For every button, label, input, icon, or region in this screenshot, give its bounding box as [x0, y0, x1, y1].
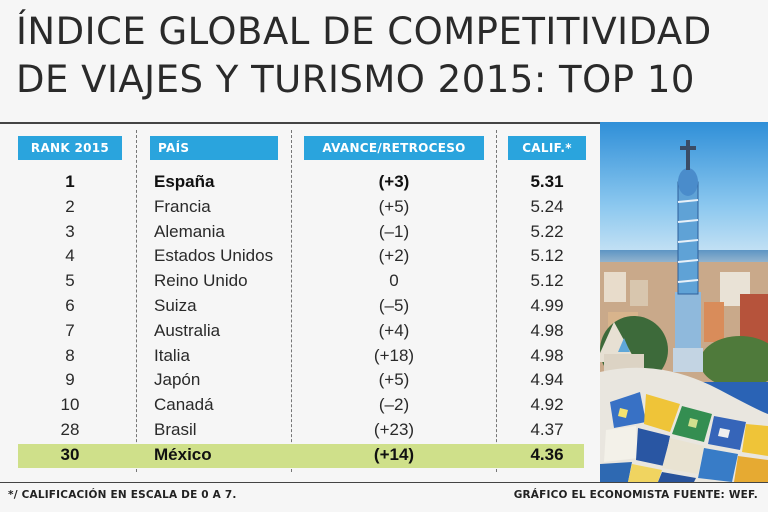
rank-cell: 6 — [65, 295, 75, 315]
score-cell: 4.94 — [530, 370, 564, 390]
table-row: 1 España (+3) 5.31 — [0, 170, 600, 195]
table-row: 10 Canadá (–2) 4.92 — [0, 393, 600, 418]
rank-cell: 4 — [65, 246, 75, 266]
country-cell: Brasil — [154, 419, 197, 439]
change-cell: (–2) — [378, 395, 410, 415]
change-cell: (+23) — [373, 419, 415, 439]
score-cell: 5.24 — [530, 196, 564, 216]
country-cell: Reino Unido — [154, 271, 248, 291]
change-cell: (+14) — [373, 444, 415, 464]
ranking-table-body: 1 España (+3) 5.31 2 Francia (+5) 5.24 3 Alemania… — [0, 170, 600, 468]
score-cell: 4.98 — [530, 320, 564, 340]
change-cell: (–1) — [378, 221, 410, 241]
change-cell: (+4) — [378, 320, 410, 340]
score-cell: 4.99 — [530, 295, 564, 315]
score-cell: 4.98 — [530, 345, 564, 365]
table-row: 7 Australia (+4) 4.98 — [0, 319, 600, 344]
table-row: 9 Japón (+5) 4.94 — [0, 368, 600, 393]
table-row-highlighted: 30 México (+14) 4.36 — [0, 443, 600, 468]
rank-cell: 3 — [65, 221, 75, 241]
column-divider — [291, 130, 292, 472]
score-cell: 4.36 — [530, 444, 564, 464]
rank-cell: 2 — [65, 196, 75, 216]
top-rule — [0, 122, 600, 124]
score-cell: 5.12 — [530, 271, 564, 291]
table-row: 4 Estados Unidos (+2) 5.12 — [0, 244, 600, 269]
rank-cell: 1 — [65, 172, 75, 191]
footnote: */ CALIFICACIÓN EN ESCALA DE 0 A 7. — [8, 489, 237, 501]
header-calif: CALIF.* — [508, 136, 586, 160]
rank-cell: 8 — [65, 345, 75, 365]
score-cell: 5.12 — [530, 246, 564, 266]
header-rank: RANK 2015 — [18, 136, 122, 160]
country-cell: Alemania — [154, 221, 225, 241]
header-avance: AVANCE/RETROCESO — [304, 136, 484, 160]
rank-cell: 30 — [60, 444, 80, 464]
park-guell-tower-photo — [600, 122, 768, 482]
table-row: 2 Francia (+5) 5.24 — [0, 195, 600, 220]
change-cell: 0 — [389, 271, 399, 291]
bottom-rule — [0, 482, 768, 483]
table-row: 28 Brasil (+23) 4.37 — [0, 418, 600, 443]
change-cell: (+3) — [378, 172, 410, 191]
change-cell: (–5) — [378, 295, 410, 315]
header-pais: PAÍS — [150, 136, 278, 160]
country-cell: Francia — [154, 196, 211, 216]
country-cell: España — [154, 172, 215, 191]
change-cell: (+5) — [378, 370, 410, 390]
country-cell: Japón — [154, 370, 201, 390]
rank-cell: 10 — [60, 395, 80, 415]
score-cell: 5.22 — [530, 221, 564, 241]
score-cell: 4.37 — [530, 419, 564, 439]
change-cell: (+5) — [378, 196, 410, 216]
score-cell: 4.92 — [530, 395, 564, 415]
rank-cell: 9 — [65, 370, 75, 390]
country-cell: México — [154, 444, 212, 464]
rank-cell: 7 — [65, 320, 75, 340]
chart-title-line-2: DE VIAJES Y TURISMO 2015: TOP 10 — [16, 58, 695, 101]
change-cell: (+18) — [373, 345, 415, 365]
column-divider — [496, 130, 497, 472]
chart-title-line-1: ÍNDICE GLOBAL DE COMPETITIVIDAD — [16, 10, 712, 53]
table-row: 3 Alemania (–1) 5.22 — [0, 220, 600, 245]
country-cell: Canadá — [154, 395, 214, 415]
column-divider — [136, 130, 137, 472]
table-row: 8 Italia (+18) 4.98 — [0, 344, 600, 369]
source-credit: GRÁFICO EL ECONOMISTA FUENTE: WEF. — [513, 489, 758, 501]
rank-cell: 5 — [65, 271, 75, 291]
country-cell: Suiza — [154, 295, 197, 315]
country-cell: Italia — [154, 345, 190, 365]
table-row: 6 Suiza (–5) 4.99 — [0, 294, 600, 319]
rank-cell: 28 — [60, 419, 80, 439]
mexico-highlight-band — [18, 444, 584, 468]
change-cell: (+2) — [378, 246, 410, 266]
score-cell: 5.31 — [530, 172, 564, 191]
country-cell: Estados Unidos — [154, 246, 274, 266]
chart-title: ÍNDICE GLOBAL DE COMPETITIVIDAD DE VIAJE… — [16, 8, 756, 104]
country-cell: Australia — [154, 320, 221, 340]
table-row: 5 Reino Unido 0 5.12 — [0, 269, 600, 294]
